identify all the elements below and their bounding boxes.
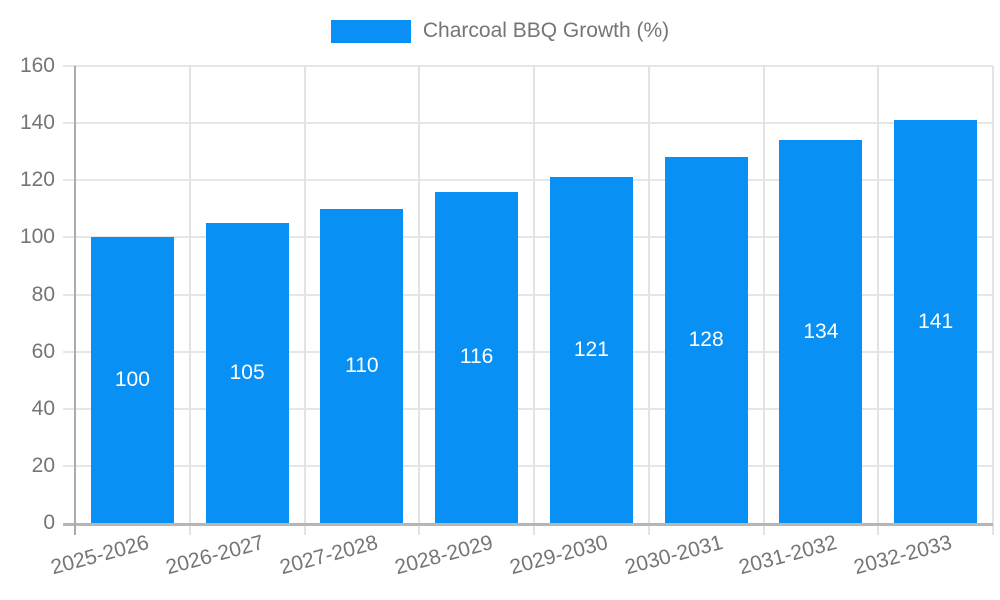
legend-swatch xyxy=(330,19,411,43)
y-axis-tick-label: 160 xyxy=(19,54,55,77)
bar-value-label: 110 xyxy=(345,353,379,377)
bar[interactable] xyxy=(664,157,748,523)
x-axis-tick-label: 2032-2033 xyxy=(851,531,955,580)
gridline-vertical xyxy=(533,66,535,535)
gridline-horizontal xyxy=(63,236,993,239)
bar-value-label: 128 xyxy=(688,328,724,352)
bar[interactable] xyxy=(549,177,633,523)
gridline-vertical xyxy=(992,66,994,535)
x-axis-tick-label: 2031-2032 xyxy=(736,531,840,580)
bar[interactable] xyxy=(435,191,519,523)
bar-value-label: 121 xyxy=(573,338,609,362)
y-axis-tick-label: 120 xyxy=(19,168,55,192)
bar-value-label: 100 xyxy=(114,368,150,392)
gridline-vertical xyxy=(647,66,650,535)
bar-value-label: 141 xyxy=(918,309,954,333)
gridline-horizontal xyxy=(63,65,993,67)
bar[interactable] xyxy=(205,223,289,523)
legend[interactable]: Charcoal BBQ Growth (%) xyxy=(0,19,1000,43)
y-axis-line xyxy=(74,66,76,535)
y-axis-tick-label: 140 xyxy=(19,111,55,135)
gridline-horizontal xyxy=(63,407,993,410)
legend-label: Charcoal BBQ Growth (%) xyxy=(422,19,670,42)
x-axis-line xyxy=(63,523,993,526)
gridline-vertical xyxy=(188,66,191,535)
x-axis-tick-label: 2028-2029 xyxy=(392,531,496,580)
y-axis-tick-label: 80 xyxy=(31,282,55,306)
y-axis-tick-label: 0 xyxy=(43,511,55,534)
bar[interactable] xyxy=(320,208,404,523)
gridline-horizontal xyxy=(63,179,993,182)
gridline-vertical xyxy=(303,66,306,535)
x-axis-tick-label: 2030-2031 xyxy=(622,531,726,580)
gridline-horizontal xyxy=(63,293,993,296)
y-axis-tick-label: 20 xyxy=(31,453,55,477)
bar-value-label: 116 xyxy=(459,345,494,369)
gridline-vertical xyxy=(762,66,765,535)
bar-value-label: 134 xyxy=(803,319,839,343)
y-axis-tick-label: 40 xyxy=(31,396,55,420)
x-axis-tick-label: 2025-2026 xyxy=(48,531,152,580)
bar[interactable] xyxy=(894,120,978,523)
bar[interactable] xyxy=(90,237,174,523)
bar[interactable] xyxy=(779,140,863,523)
y-axis-tick-label: 60 xyxy=(31,339,55,363)
bar-value-label: 105 xyxy=(229,361,265,385)
x-axis-tick-label: 2029-2030 xyxy=(507,531,611,580)
gridline-horizontal xyxy=(63,464,993,467)
gridline-vertical xyxy=(418,66,421,535)
x-axis-tick-label: 2026-2027 xyxy=(163,531,267,580)
gridline-horizontal xyxy=(63,350,993,353)
y-axis-tick-label: 100 xyxy=(19,225,55,249)
gridline-horizontal xyxy=(63,122,993,125)
x-axis-tick-label: 2027-2028 xyxy=(277,531,381,580)
gridline-vertical xyxy=(877,66,880,535)
